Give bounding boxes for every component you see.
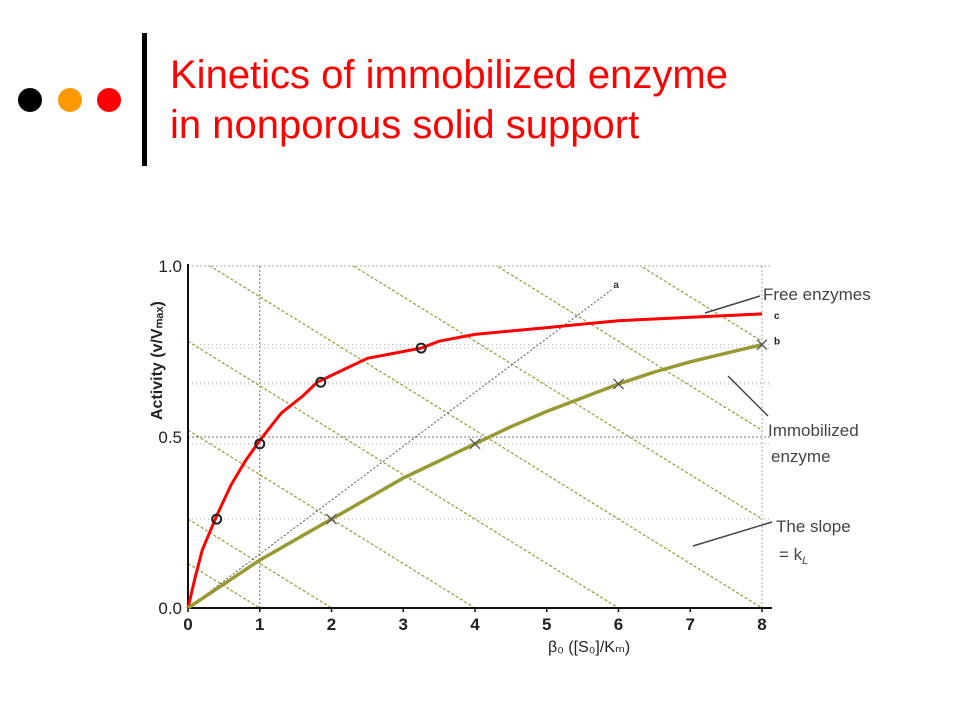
marker-cross-0	[326, 513, 337, 525]
x-tick-label-8: 8	[757, 615, 766, 634]
bullet-dot-orange	[58, 88, 82, 112]
x-tick-label-4: 4	[470, 615, 480, 634]
slope-line-6	[188, 340, 619, 608]
marker-cross-2	[613, 378, 624, 390]
annotation-enzyme: enzyme	[771, 447, 831, 466]
slope-line-2	[188, 518, 332, 608]
marker-cross-3	[756, 339, 768, 351]
series-line-c	[186, 312, 763, 609]
arrow-free-enzymes	[704, 295, 761, 314]
axes	[187, 264, 772, 609]
slope-lines	[188, 266, 762, 608]
marker-cross-stroke-b-2	[613, 378, 624, 390]
bullet-dot-red	[97, 88, 121, 112]
annotations: Free enzymes Immobilized enzyme The slop…	[692, 285, 871, 567]
reference-line-label-a: a	[613, 280, 619, 291]
x-tick-label-3: 3	[399, 615, 408, 634]
series-end-label-b: b	[774, 337, 780, 348]
x-tick-label-6: 6	[614, 615, 623, 634]
y-tick-label-0.0: 0.0	[158, 599, 182, 618]
y-tick-label-0.5: 0.5	[158, 428, 182, 447]
x-tick-label-5: 5	[542, 615, 551, 634]
y-axis-label: Activity (v/Vₘₐₓ)	[149, 301, 166, 420]
annotation-immobilized: Immobilized	[768, 421, 859, 440]
annotation-the-slope: The slope	[776, 517, 851, 536]
annotation-free-enzymes: Free enzymes	[763, 285, 871, 304]
x-tick-label-0: 0	[183, 615, 192, 634]
reference-line-a	[187, 289, 612, 609]
bullet-dot-black	[18, 88, 42, 112]
marker-circle-3	[415, 342, 427, 354]
slope-lines-group	[188, 266, 762, 608]
marker-cross-stroke-b-3	[756, 339, 768, 351]
annotation-kl-subscript: L	[802, 555, 808, 567]
marker-cross-stroke-b-0	[326, 513, 337, 525]
x-tick-label-2: 2	[327, 615, 336, 634]
title-line-2: in nonporous solid support	[170, 103, 640, 147]
x-tick-label-1: 1	[255, 615, 264, 634]
annotation-kl: = kL	[779, 545, 808, 567]
arrow-slope	[692, 521, 773, 547]
title-line-1: Kinetics of immobilized enzyme	[170, 53, 728, 97]
reference-lines: a	[187, 280, 619, 609]
marker-circle-0	[211, 513, 223, 525]
slope-line-8	[208, 266, 762, 608]
series-end-label-c: c	[774, 311, 780, 322]
x-tick-label-7: 7	[686, 615, 695, 634]
slide-title: Kinetics of immobilized enzyme in nonpor…	[170, 50, 728, 150]
grid	[188, 265, 772, 608]
axis-labels: β₀ ([S₀]/Kₘ) Activity (v/Vₘₐₓ)	[149, 301, 630, 656]
title-divider	[142, 33, 147, 166]
tick-labels: 0 1 2 3 4 5 6 7 8 0.0 0.5 1.0	[158, 257, 766, 634]
arrow-immobilized	[727, 375, 769, 417]
marker-circle-1	[254, 438, 266, 450]
y-tick-label-1.0: 1.0	[158, 257, 182, 276]
marker-circle-2	[315, 376, 327, 388]
x-axis-label: β₀ ([S₀]/Kₘ)	[548, 639, 630, 656]
annotation-kl-text: = k	[779, 545, 803, 564]
slope-line-4	[188, 429, 476, 608]
series: cb	[186, 311, 780, 610]
markers	[211, 339, 768, 525]
marker-cross-1	[469, 438, 481, 450]
slope-line-12	[495, 266, 762, 431]
series-line-b	[187, 342, 763, 610]
slope-line-14	[639, 266, 762, 342]
slope-line-10	[352, 266, 762, 520]
marker-cross-stroke-b-1	[469, 438, 481, 450]
